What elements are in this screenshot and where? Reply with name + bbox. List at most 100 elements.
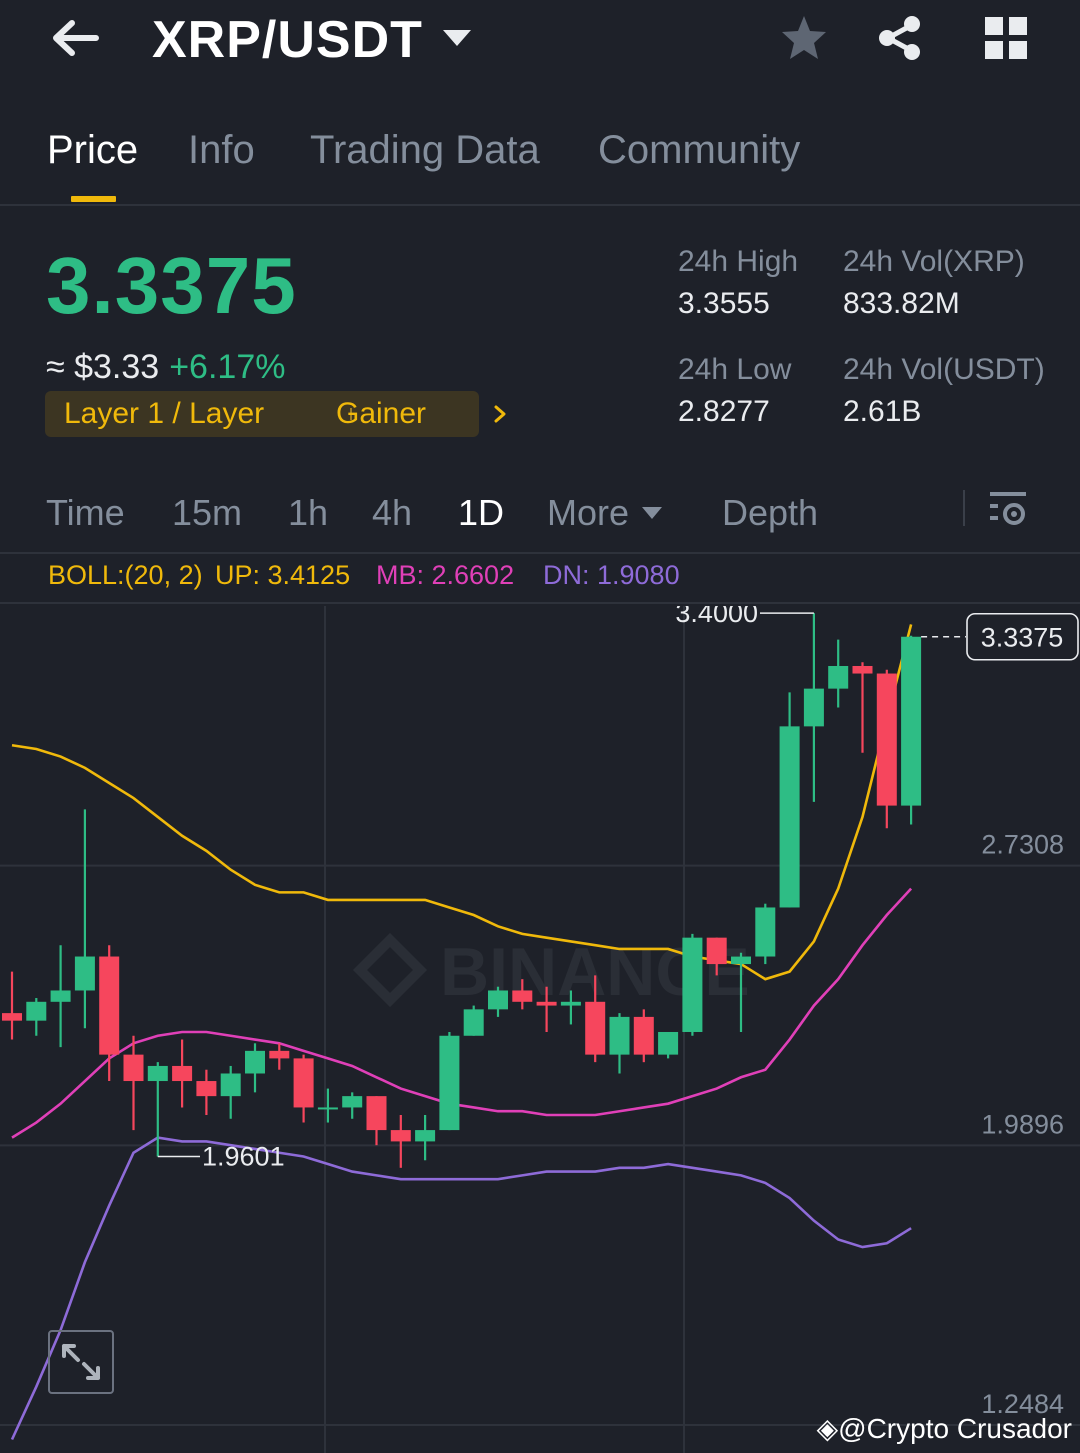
candle-body [293,1058,314,1108]
candle-body [779,726,800,908]
interval-1d[interactable]: 1D [458,492,505,533]
vol-xrp-value: 833.82M [843,287,960,320]
vol-xrp-label: 24h Vol(XRP) [843,245,1025,278]
candle-body [342,1096,363,1108]
pair-title[interactable]: XRP/USDT [152,11,423,69]
candle-body [463,1009,484,1036]
expand-icon [62,1344,100,1380]
current-price-label: 3.3375 [981,623,1064,653]
candle-body [245,1050,265,1074]
candle-body [439,1035,460,1131]
candle-body [74,956,95,991]
tab-trading-data[interactable]: Trading Data [310,128,540,172]
tab-price[interactable]: Price [47,128,139,172]
candle-body [26,1001,47,1021]
candle-body [560,1001,581,1006]
tab-community[interactable]: Community [598,128,801,172]
back-arrow-icon[interactable] [46,14,106,62]
share-icon[interactable] [874,14,926,62]
y-tick-label: 1.2484 [981,1389,1064,1419]
boll-name: BOLL:(20, 2) [48,560,203,590]
candle-body [633,1016,654,1055]
grid-menu-icon[interactable] [980,14,1032,62]
candle-body [585,1001,606,1055]
high-value: 3.3555 [678,287,770,320]
candle-body [415,1130,436,1142]
candle-body [876,673,897,806]
fullscreen-button[interactable] [48,1330,114,1394]
interval-divider [963,490,965,526]
candle-body [609,1016,630,1055]
tab-info[interactable]: Info [188,128,255,172]
candle-body [901,636,922,806]
candle-body [220,1073,241,1097]
chevron-right-icon[interactable] [491,403,509,425]
more-caret-icon[interactable] [640,504,664,522]
price-change-percent: +6.17% [169,348,286,386]
candle-body [99,956,120,1055]
candle-body [50,990,71,1002]
candle-body [317,1107,338,1110]
tag-separator [350,408,352,420]
credit-watermark: ◈@Crypto Crusador [817,1412,1072,1445]
candle-body [366,1096,387,1131]
credit-text: @Crypto Crusador [838,1413,1072,1444]
boll-upper-value: UP: 3.4125 [215,560,351,590]
boll-mid-value: MB: 2.6602 [376,560,515,590]
credit-logo-icon: ◈ [816,1413,839,1444]
active-tab-indicator [71,196,116,202]
candle-body [706,937,727,965]
candle-body [147,1065,168,1082]
low-label: 24h Low [678,353,792,386]
chart-settings-icon[interactable] [986,488,1030,532]
boll-lower-value: DN: 1.9080 [543,560,680,590]
star-icon[interactable] [778,14,830,62]
watermark-logo-icon [352,932,428,1008]
low-annotation: 1.9601 [202,1141,285,1171]
depth-tab[interactable]: Depth [722,492,819,533]
gainer-tag[interactable]: Gainer [336,397,427,430]
last-price: 3.3375 [46,241,297,330]
tag-badges[interactable]: Layer 1 / Layer Gainer [45,391,506,437]
usd-price: ≈ $3.33 [46,348,160,386]
candlestick-chart[interactable]: BINANCE3.47202.73081.98961.24843.40001.9… [0,606,1080,1453]
y-tick-label: 1.9896 [981,1109,1064,1139]
candle-body [731,956,751,965]
interval-4h[interactable]: 4h [372,492,413,533]
candle-body [488,990,508,1010]
interval-15m[interactable]: 15m [172,492,243,533]
boll-lower-line [10,1136,912,1441]
current-price-badge [966,612,1079,661]
category-tag[interactable]: Layer 1 / Layer [64,397,265,430]
caret-down-icon[interactable] [440,24,474,52]
interval-time[interactable]: Time [46,492,125,533]
candle-body [172,1065,193,1082]
candle-body [390,1130,411,1142]
candle-body [852,665,873,674]
main-tabs: Price Info Trading Data Community [0,118,1080,206]
boll-upper-line [11,624,913,981]
candle-body [658,1031,679,1055]
low-value: 2.8277 [678,395,770,428]
usd-price-line: ≈ $3.33 +6.17% [46,348,285,387]
candle-body [536,1001,557,1006]
high-label: 24h High [678,245,799,278]
interval-more[interactable]: More [547,492,630,533]
vol-usdt-label: 24h Vol(USDT) [843,353,1045,386]
candle-body [2,1013,22,1021]
interval-bar: Time 15m 1h 4h 1D More Depth [0,486,1080,554]
y-tick-label: 2.7308 [981,830,1064,860]
candle-body [828,665,849,689]
candle-body [803,688,824,727]
candle-body [269,1050,290,1059]
vol-usdt-value: 2.61B [843,395,922,428]
boll-mid-line [11,887,913,1139]
interval-1h[interactable]: 1h [288,492,329,533]
candle-body [755,907,776,957]
candle-body [123,1054,144,1082]
boll-indicator-row: BOLL:(20, 2) UP: 3.4125 MB: 2.6602 DN: 1… [0,556,1080,604]
candle-body [682,937,703,1032]
candle-body [196,1081,217,1097]
high-annotation: 3.4000 [675,606,758,628]
top-bar: XRP/USDT [0,0,1080,80]
